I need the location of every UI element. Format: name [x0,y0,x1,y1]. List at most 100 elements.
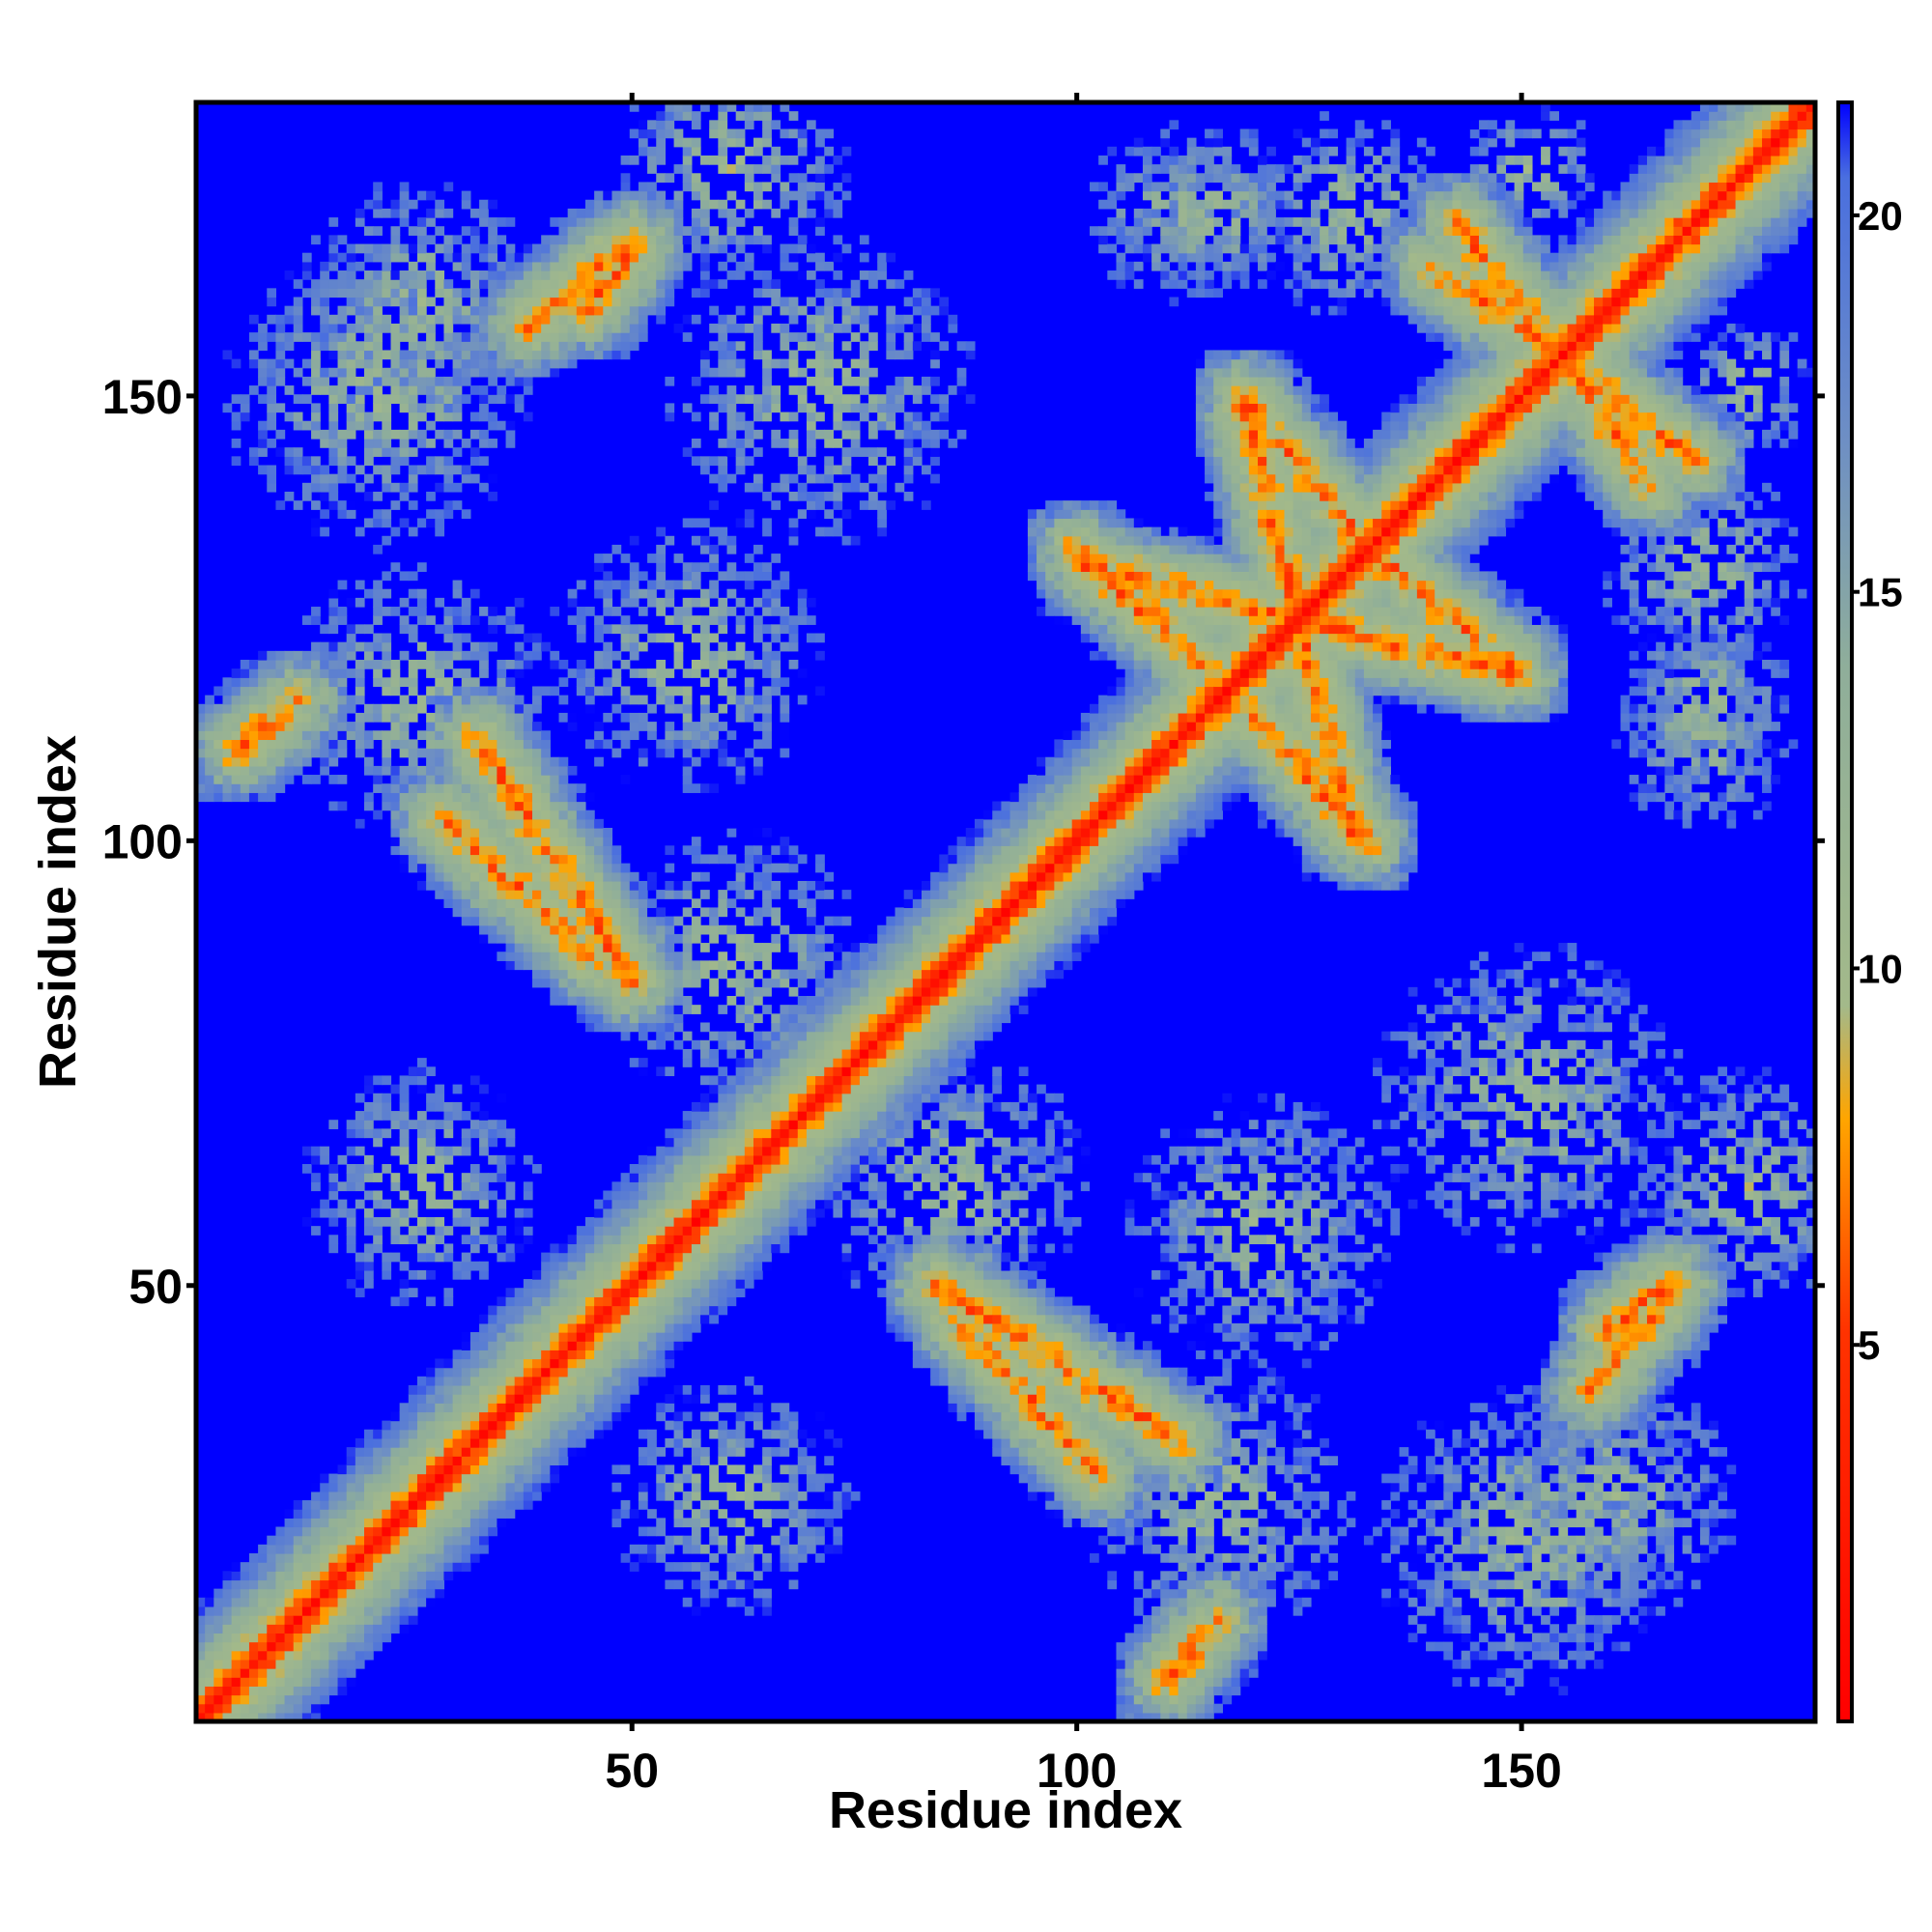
heatmap-cell [382,792,392,803]
heatmap-cell [373,385,383,395]
heatmap-cell [505,243,516,254]
heatmap-cell [461,801,471,811]
heatmap-cell [416,1137,427,1148]
heatmap-cell [364,1252,374,1263]
heatmap-cell [452,722,463,731]
heatmap-cell [364,1437,374,1448]
heatmap-cell [382,1482,392,1492]
heatmap-cell [452,1482,463,1492]
heatmap-cell [673,1154,684,1165]
heatmap-cell [673,226,684,236]
heatmap-cell [514,837,525,846]
heatmap-cell [603,350,613,360]
heatmap-cell [656,1146,666,1156]
heatmap-cell [452,686,463,696]
heatmap-cell [461,907,471,918]
heatmap-cell [479,1146,489,1156]
heatmap-cell [753,845,763,856]
heatmap-cell [443,482,454,493]
heatmap-cell [700,544,710,554]
heatmap-cell [709,1075,719,1086]
heatmap-cell [505,607,516,616]
heatmap-cell [665,1288,675,1297]
heatmap-cell [523,916,533,926]
heatmap-cell [638,314,648,325]
heatmap-cell [497,1509,507,1519]
heatmap-cell [718,1216,728,1227]
heatmap-cell [550,323,560,333]
heatmap-cell [443,756,454,767]
heatmap-cell [479,924,489,935]
heatmap-cell [222,722,233,731]
heatmap-cell [426,756,436,767]
heatmap-cell [469,650,480,661]
heatmap-cell [691,137,701,148]
heatmap-cell [426,1216,436,1227]
heatmap-cell [576,810,586,820]
heatmap-cell [435,792,445,803]
heatmap-cell [691,1447,701,1457]
heatmap-cell [416,1058,427,1067]
heatmap-cell [718,756,728,767]
heatmap-cell [673,243,684,254]
heatmap-cell [461,1518,471,1528]
heatmap-cell [576,898,586,909]
heatmap-cell [682,1190,693,1201]
heatmap-cell [469,880,480,891]
heatmap-cell [691,1243,701,1254]
heatmap-cell [469,1235,480,1245]
heatmap-cell [497,837,507,846]
heatmap-cell [205,695,214,705]
heatmap-cell [328,341,339,352]
heatmap-cell [364,439,374,448]
heatmap-cell [364,518,374,528]
heatmap-cell [709,1305,719,1316]
heatmap-cell [399,1261,410,1271]
heatmap-cell [469,739,480,750]
heatmap-cell [390,1146,401,1156]
heatmap-cell [505,695,516,705]
heatmap-cell [240,668,250,678]
heatmap-cell [594,659,604,669]
heatmap-cell [594,818,604,829]
heatmap-cell [497,1164,507,1174]
heatmap-cell [665,1562,675,1572]
heatmap-cell [373,367,383,378]
heatmap-cell [762,1464,772,1475]
heatmap-cell [346,633,356,643]
heatmap-cell [469,1358,480,1369]
heatmap-cell [355,1181,365,1192]
heatmap-cell [408,305,418,316]
heatmap-cell [461,1509,471,1519]
heatmap-cell [452,1535,463,1546]
heatmap-cell [611,1022,622,1033]
heatmap-cell [248,456,259,467]
heatmap-cell [584,986,595,997]
heatmap-cell [620,1031,631,1041]
heatmap-cell [497,1420,507,1431]
heatmap-cell [647,1243,657,1254]
heatmap-cell [726,367,737,378]
heatmap-cell [258,439,268,448]
heatmap-cell [532,350,542,360]
heatmap-cell [691,1509,701,1519]
heatmap-cell [435,509,445,520]
heatmap-cell [665,986,675,997]
heatmap-cell [328,1633,339,1643]
heatmap-cell [700,1518,710,1528]
heatmap-cell [673,1447,684,1457]
heatmap-cell [469,1261,480,1271]
heatmap-cell [558,756,569,767]
heatmap-cell [611,845,622,856]
heatmap-cell [594,837,604,846]
heatmap-cell [373,641,383,652]
heatmap-cell [373,447,383,457]
heatmap-cell [293,668,303,678]
heatmap-cell [461,1437,471,1448]
heatmap-cell [735,111,746,121]
heatmap-cell [416,1146,427,1156]
heatmap-cell [416,341,427,352]
heatmap-cell [328,1235,339,1245]
heatmap-cell [382,1535,392,1546]
heatmap-cell [523,775,533,784]
